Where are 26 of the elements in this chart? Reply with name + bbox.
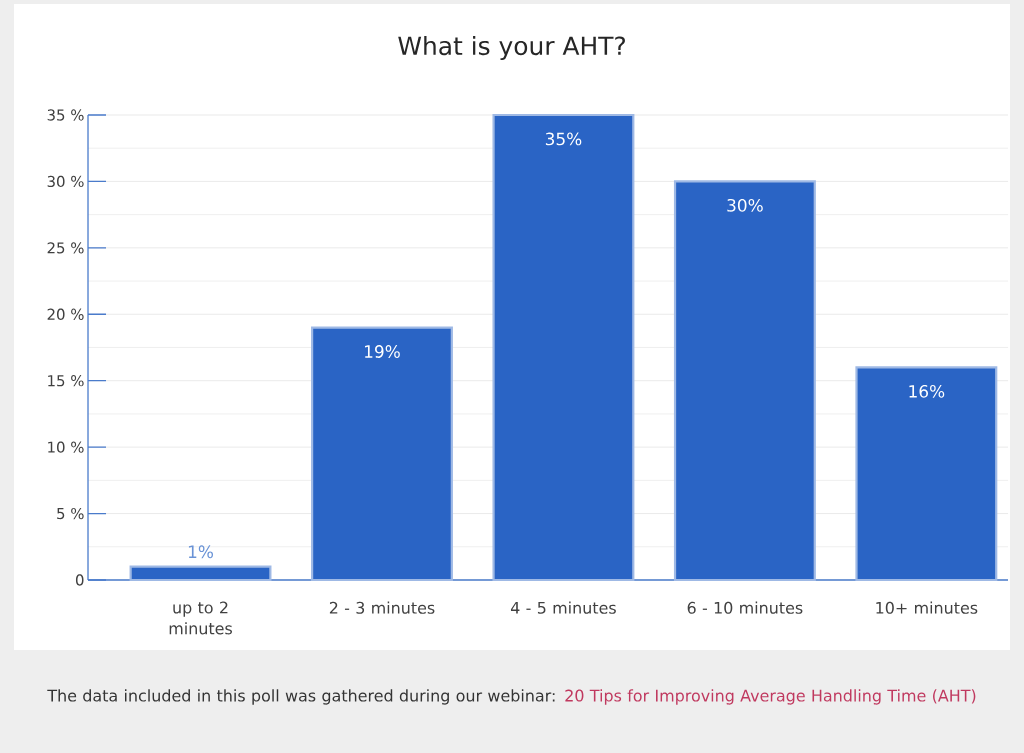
bar xyxy=(311,326,453,582)
x-tick-label: 6 - 10 minutes xyxy=(687,601,803,614)
x-tick-label: up to 2 minutes xyxy=(169,601,232,635)
chart-title: What is your AHT? xyxy=(398,35,625,61)
bar xyxy=(673,180,816,582)
y-tick-label: 35 % xyxy=(47,109,84,121)
bar xyxy=(129,565,272,582)
y-tick-label: 30 % xyxy=(47,175,84,188)
bar xyxy=(492,113,635,582)
data-label: 1% xyxy=(188,545,214,559)
y-tick-label: 0 xyxy=(75,574,84,586)
y-tick-label: 20 % xyxy=(47,308,84,320)
x-tick-label: 2 - 3 minutes xyxy=(329,601,435,614)
y-tick-label: 25 % xyxy=(47,242,84,254)
x-tick-label: 4 - 5 minutes xyxy=(510,601,616,614)
text: The data included in this poll was gathered during our webinar: xyxy=(47,689,555,705)
y-tick-label: 10 % xyxy=(48,441,84,453)
x-tick-label: 10+ minutes xyxy=(876,601,978,614)
data-label: 35% xyxy=(545,132,582,146)
y-tick-label: 15 % xyxy=(48,375,84,387)
text: 20 Tips for Improving Average Handling Time (AHT) xyxy=(565,689,976,705)
data-label: 16% xyxy=(909,384,945,398)
bar xyxy=(855,366,998,582)
data-label: 30% xyxy=(727,198,763,212)
y-tick-label: 5 % xyxy=(57,507,84,520)
data-label: 19% xyxy=(365,345,400,358)
